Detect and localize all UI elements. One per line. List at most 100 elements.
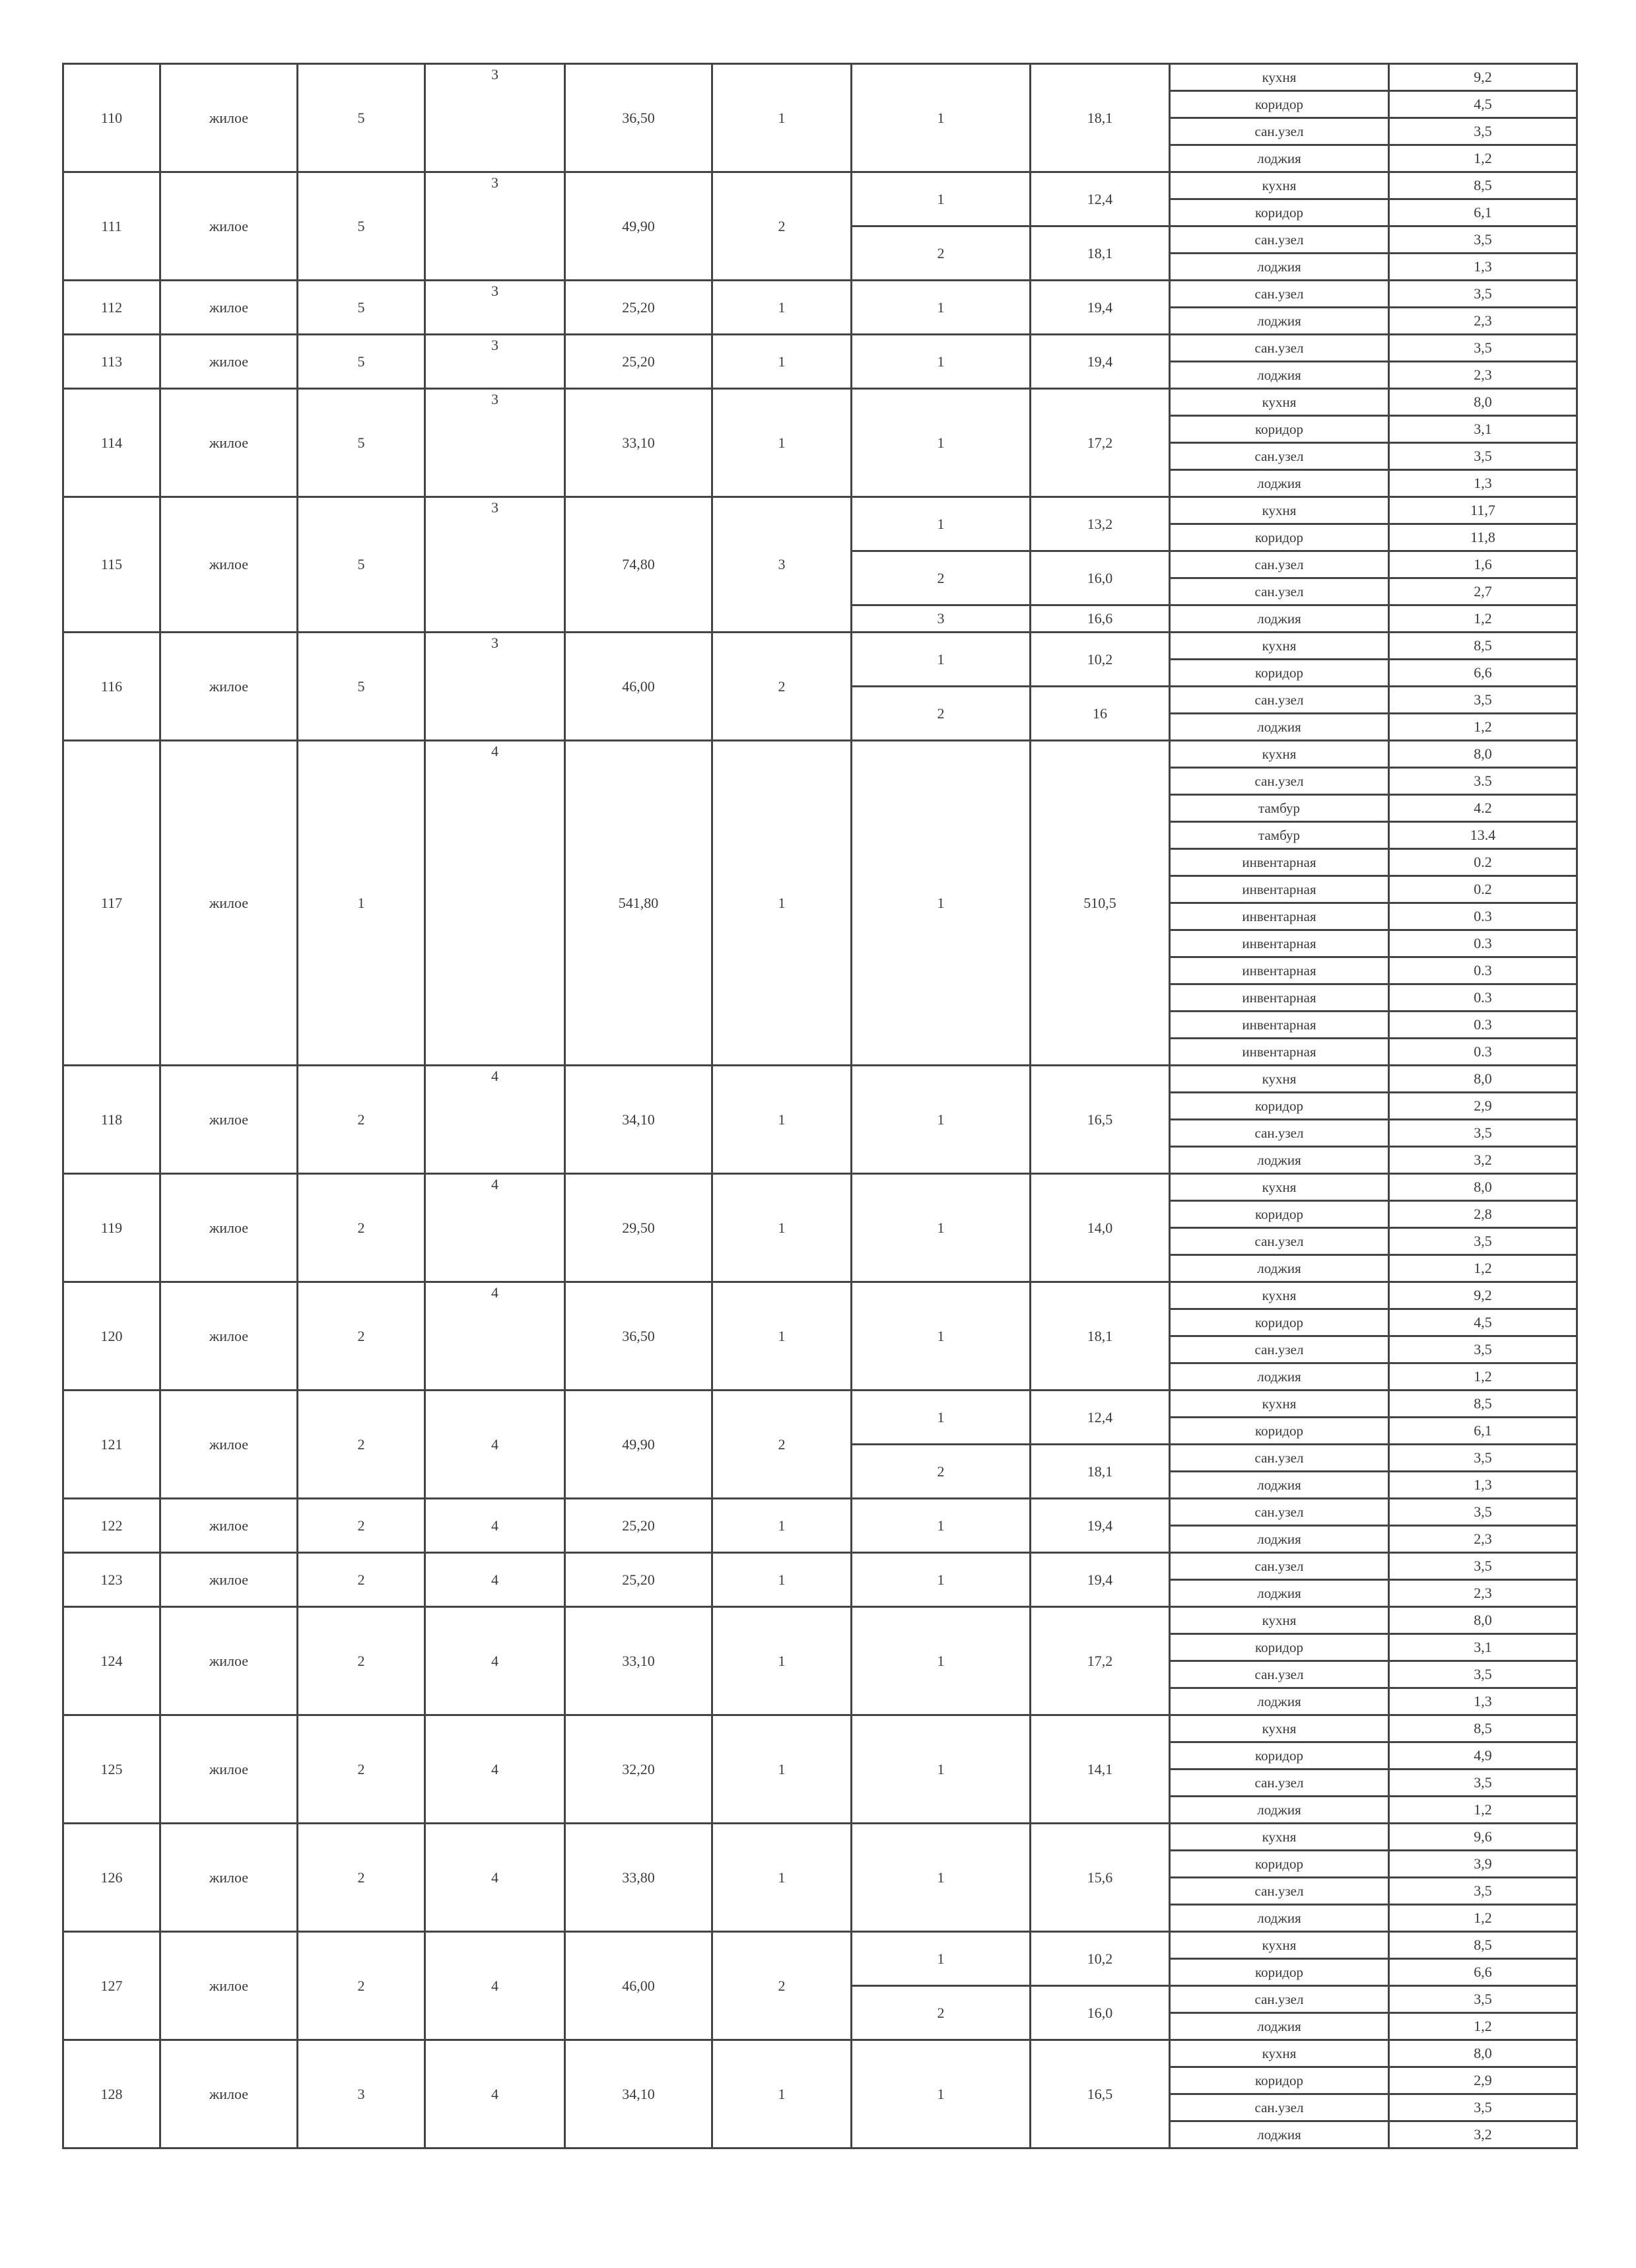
apartment-number: 123 (62, 1552, 161, 1608)
floor: 2 (296, 1497, 426, 1554)
aux-room-name: кухня (1169, 1822, 1390, 1851)
table-row: коридор 4,5 (63, 1308, 1578, 1337)
aux-room-area: 3,5 (1388, 117, 1578, 146)
living-room-number: 1 (850, 1064, 1031, 1175)
living-room-number: 1 (850, 1606, 1031, 1716)
apartment-number: 127 (62, 1931, 161, 2041)
aux-room-area: 2,7 (1388, 577, 1578, 606)
aux-room-area: 1,2 (1388, 712, 1578, 741)
aux-room-area: 3,5 (1388, 1876, 1578, 1906)
table-row: лоджия 1,2 (63, 1362, 1578, 1391)
aux-room-name: сан.узел (1169, 550, 1390, 579)
room-count: 1 (711, 333, 852, 390)
aux-room-area: 1,2 (1388, 2012, 1578, 2041)
room-count: 1 (711, 1606, 852, 1716)
aux-room-area: 1,2 (1388, 144, 1578, 173)
living-room-area: 16 (1029, 685, 1171, 741)
aux-room-area: 3.5 (1388, 767, 1578, 796)
total-area: 46,00 (564, 631, 713, 741)
living-room-number: 1 (850, 739, 1031, 1066)
floor: 2 (296, 1606, 426, 1716)
room-count: 2 (711, 1389, 852, 1499)
room-count: 1 (711, 1281, 852, 1391)
table-row: коридор 3,1 (63, 1633, 1578, 1662)
aux-room-area: 1,2 (1388, 1254, 1578, 1283)
aux-room-area: 11,7 (1388, 496, 1578, 525)
living-room-number: 2 (850, 1985, 1031, 2041)
total-area: 36,50 (564, 63, 713, 173)
aux-room-area: 0.3 (1388, 902, 1578, 931)
table-row: коридор 6,6 (63, 658, 1578, 687)
table-row: сан.узел 3,5 (63, 2093, 1578, 2122)
aux-room-area: 3,5 (1388, 1985, 1578, 2014)
aux-room-name: лоджия (1169, 1795, 1390, 1824)
room-count: 1 (711, 1064, 852, 1175)
aux-room-name: инвентарная (1169, 875, 1390, 904)
total-area: 541,80 (564, 739, 713, 1066)
aux-room-area: 9,2 (1388, 63, 1578, 92)
apartment-number: 122 (62, 1497, 161, 1554)
aux-room-area: 6,1 (1388, 1416, 1578, 1445)
table-row: сан.узел 2,7 (63, 577, 1578, 606)
section: 4 (424, 739, 566, 1066)
table-row: сан.узел 3,5 (63, 1227, 1578, 1256)
living-room-number: 1 (850, 171, 1031, 227)
aux-room-name: лоджия (1169, 306, 1390, 335)
aux-room-area: 2,3 (1388, 306, 1578, 335)
aux-room-area: 1,2 (1388, 604, 1578, 633)
apartment-type: жилое (159, 1552, 298, 1608)
aux-room-area: 8,0 (1388, 2039, 1578, 2068)
aux-room-area: 9,2 (1388, 1281, 1578, 1310)
aux-room-area: 0.2 (1388, 875, 1578, 904)
table-row: инвентарная 0.3 (63, 1037, 1578, 1066)
section: 3 (424, 171, 566, 281)
aux-room-name: сан.узел (1169, 1118, 1390, 1148)
table-row: 2 16 сан.узел 3,5 (63, 685, 1578, 741)
aux-room-name: кухня (1169, 496, 1390, 525)
room-count: 1 (711, 63, 852, 173)
aux-room-name: коридор (1169, 1633, 1390, 1662)
living-room-area: 10,2 (1029, 1931, 1171, 1987)
total-area: 33,80 (564, 1822, 713, 1933)
table-row: лоджия 1,3 (63, 1687, 1578, 1716)
living-room-area: 19,4 (1029, 333, 1171, 390)
aux-room-area: 1,3 (1388, 1687, 1578, 1716)
total-area: 34,10 (564, 2039, 713, 2149)
aux-room-name: кухня (1169, 1064, 1390, 1093)
floor: 2 (296, 1389, 426, 1499)
aux-room-area: 3,5 (1388, 685, 1578, 714)
section: 4 (424, 1931, 566, 2041)
aux-room-area: 3,5 (1388, 333, 1578, 362)
living-room-number: 1 (850, 279, 1031, 335)
aux-room-name: сан.узел (1169, 117, 1390, 146)
living-room-area: 16,5 (1029, 1064, 1171, 1175)
apartment-number: 113 (62, 333, 161, 390)
table-row: коридор 2,9 (63, 1091, 1578, 1120)
table-row: 114 жилое 5 3 33,10 1 1 17,2 кухня 8,0 (62, 388, 1578, 498)
table-row: коридор 4,9 (63, 1741, 1578, 1770)
living-room-area: 10,2 (1029, 631, 1171, 687)
aux-room-name: лоджия (1169, 469, 1390, 498)
table-row: инвентарная 0.3 (63, 983, 1578, 1012)
apartment-type: жилое (159, 171, 298, 281)
table-row: инвентарная 0.2 (63, 848, 1578, 877)
aux-room-area: 2,3 (1388, 1525, 1578, 1554)
aux-room-area: 0.3 (1388, 1010, 1578, 1039)
aux-room-area: 2,9 (1388, 2066, 1578, 2095)
apartment-number: 125 (62, 1714, 161, 1824)
table-row: 126 жилое 2 4 33,80 1 1 15,6 кухня 9,6 (62, 1822, 1578, 1933)
section: 3 (424, 496, 566, 633)
table-row: сан.узел 3.5 (63, 767, 1578, 796)
table-row: лоджия 2,3 (63, 1579, 1578, 1608)
living-room-area: 16,0 (1029, 1985, 1171, 2041)
aux-room-area: 3,5 (1388, 1768, 1578, 1797)
aux-room-name: кухня (1169, 1173, 1390, 1202)
floor: 3 (296, 2039, 426, 2149)
table-row: сан.узел 3,5 (63, 1118, 1578, 1148)
table-row: лоджия 1,2 (63, 1904, 1578, 1933)
table-row: 121 жилое 2 4 49,90 2 1 12,4 кухня 8,5 (62, 1389, 1578, 1499)
aux-room-area: 8,5 (1388, 631, 1578, 660)
living-room-area: 12,4 (1029, 171, 1171, 227)
aux-room-name: лоджия (1169, 1687, 1390, 1716)
table-row: коридор 2,8 (63, 1200, 1578, 1229)
